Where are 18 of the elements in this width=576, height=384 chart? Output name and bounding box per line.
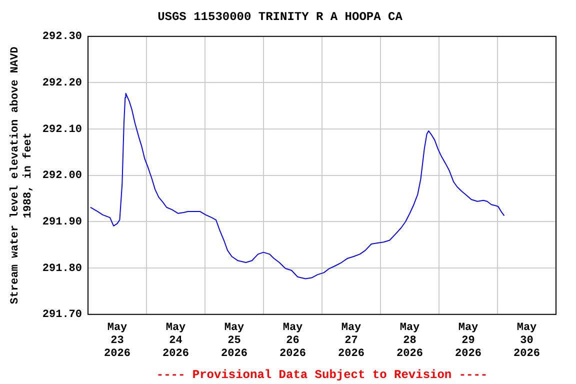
x-tick-label: May 28 2026	[396, 322, 423, 360]
y-tick-label: 292.00	[42, 170, 82, 182]
x-tick-label: May 25 2026	[221, 322, 248, 360]
y-tick-label: 291.90	[42, 216, 82, 228]
y-tick-label: 292.30	[42, 31, 82, 44]
x-tick-label: May 30 2026	[514, 322, 540, 360]
y-tick-label: 291.80	[42, 262, 82, 275]
x-tick-label: May 24 2026	[162, 322, 189, 360]
y-tick-label: 292.10	[42, 124, 82, 136]
x-tick-label: May 23 2026	[104, 322, 130, 360]
text: ---- Provisional Data Subject to Revision ----	[156, 368, 488, 382]
x-tick-label: May 27 2026	[338, 322, 364, 360]
chart-title: USGS 11530000 TRINITY R A HOOPA CA	[158, 10, 404, 24]
y-tick-label: 291.70	[42, 309, 82, 322]
y-tick-label: 292.20	[42, 78, 82, 90]
y-axis-title: Stream water level elevation above NAVD 1988, in feet	[9, 46, 35, 304]
x-tick-label: May 29 2026	[455, 322, 482, 360]
x-tick-label: May 26 2026	[280, 322, 306, 360]
